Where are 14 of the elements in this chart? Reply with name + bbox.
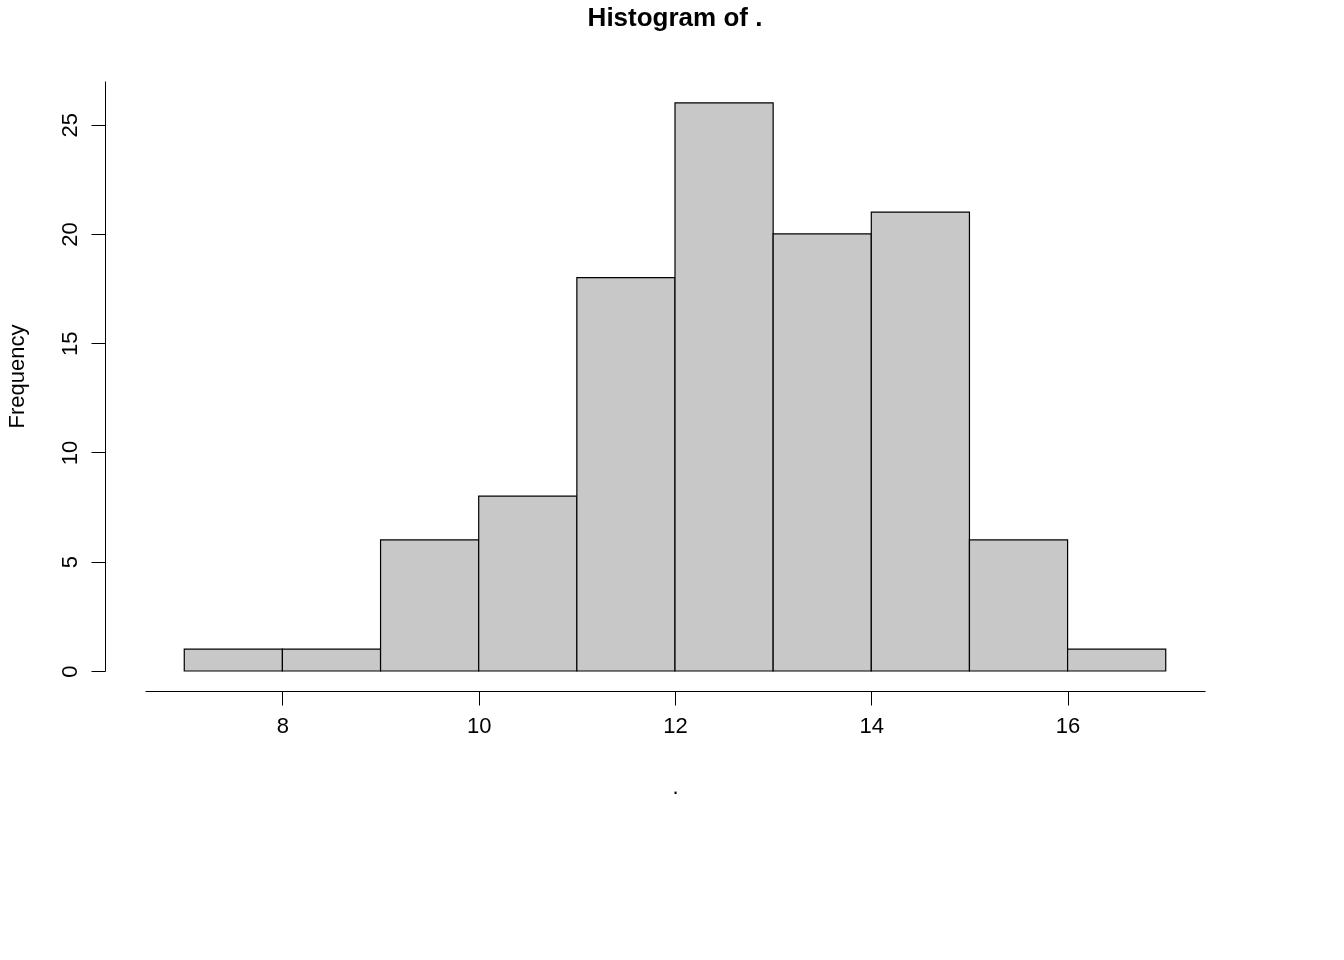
x-tick-label: 16 (1055, 712, 1081, 738)
y-axis-title: Frequency (3, 324, 29, 429)
x-tick-label: 12 (663, 712, 688, 738)
y-tick-label: 0 (56, 665, 82, 678)
y-tick-label: 5 (56, 556, 82, 569)
y-tick-label: 15 (56, 331, 82, 356)
x-tick-label: 8 (276, 712, 290, 738)
chart-title: Histogram of . (587, 2, 763, 32)
y-tick-label: 25 (56, 112, 82, 138)
y-tick-label: 20 (56, 222, 82, 247)
x-tick-label: 14 (859, 712, 885, 738)
y-tick-label: 10 (56, 440, 82, 466)
x-axis-title: . (672, 773, 679, 799)
x-tick-label: 10 (466, 712, 492, 738)
